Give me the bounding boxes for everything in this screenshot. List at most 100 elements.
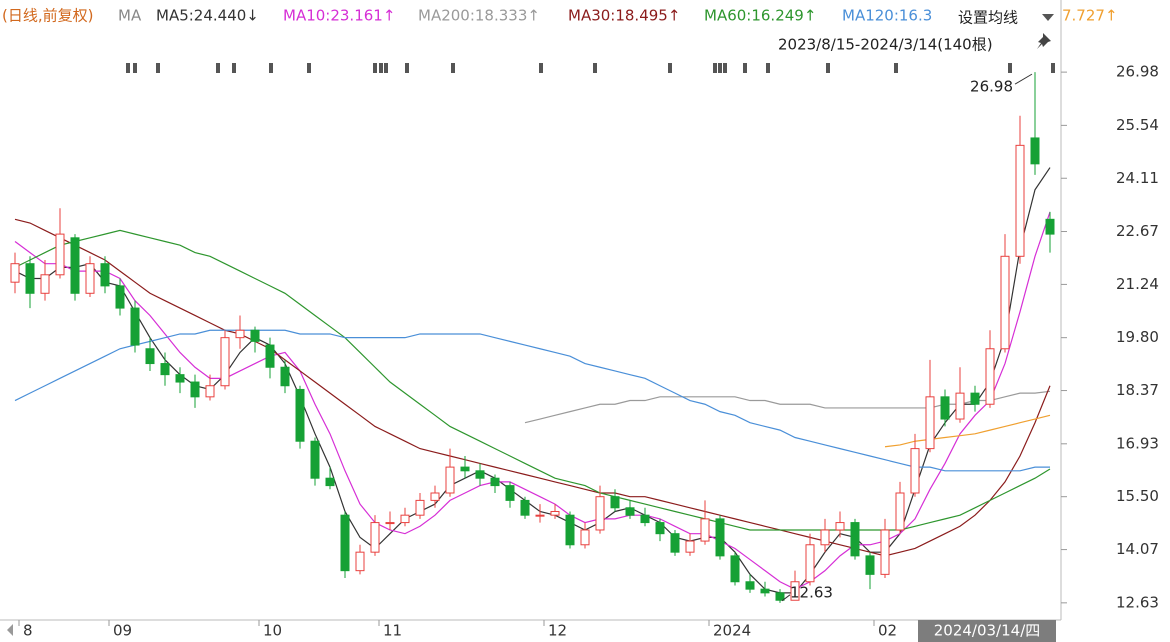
candle-body (640, 514, 650, 524)
event-marker (384, 63, 388, 73)
candle-body (190, 381, 200, 398)
candle-body (655, 522, 665, 535)
event-marker (1008, 63, 1012, 73)
event-marker (539, 63, 543, 73)
pin-icon[interactable] (1037, 33, 1051, 49)
event-marker (894, 63, 898, 73)
candle-body (820, 529, 830, 546)
event-marker (232, 63, 236, 73)
candle-body (625, 507, 635, 516)
legend-entry: MA200:18.333↑ (418, 7, 540, 25)
candle-body (775, 592, 785, 601)
candle-body (760, 588, 770, 594)
x-tick-label: 02 (878, 622, 897, 640)
x-tick-label: 2024 (713, 622, 751, 640)
candle-body (415, 499, 425, 516)
candle-body (160, 363, 170, 376)
event-marker (743, 63, 747, 73)
range-label: 2023/8/15-2024/3/14(140根) (778, 36, 993, 54)
candle-body (25, 263, 35, 294)
candle-body (355, 551, 365, 572)
candle-body (895, 492, 905, 531)
candle-body (850, 522, 860, 557)
event-marker (133, 63, 137, 73)
candle-body (340, 514, 350, 572)
candle-body (130, 307, 140, 346)
candle-body (925, 396, 935, 450)
legend-entry: MA5:24.440↓ (156, 7, 259, 25)
candle-body (730, 555, 740, 583)
plot-area: 26.98 12.63 (10, 72, 1055, 603)
candle-body (805, 544, 815, 583)
event-marker (718, 63, 722, 73)
event-marker (593, 63, 597, 73)
candle-body (790, 581, 800, 601)
candle-body (280, 366, 290, 387)
y-tick-label: 15.50 (1116, 487, 1159, 505)
low-annotation: 12.63 (790, 583, 833, 601)
y-tick-label: 18.37 (1116, 381, 1159, 399)
event-marker (373, 63, 377, 73)
scroll-left-icon[interactable] (7, 624, 13, 636)
candle-body (85, 263, 95, 294)
y-tick-label: 14.07 (1116, 540, 1159, 558)
ma-line (884, 414, 1051, 448)
candle-body (55, 233, 65, 276)
y-tick-label: 16.93 (1116, 434, 1159, 452)
candle-body (550, 510, 560, 516)
candle-body (505, 485, 515, 501)
y-tick-label: 12.63 (1116, 593, 1159, 611)
candle-body (430, 492, 440, 501)
candle-body (865, 555, 875, 575)
x-tick-label: 10 (263, 622, 282, 640)
y-tick-label: 21.24 (1116, 275, 1159, 293)
candle-body (445, 466, 455, 494)
cursor-date-bg (918, 620, 1056, 642)
event-marker (269, 63, 273, 73)
candle-body (460, 466, 470, 472)
candle-body (385, 522, 395, 525)
candle-body (670, 533, 680, 553)
candle-body (10, 263, 20, 283)
candle-body (490, 477, 500, 487)
y-tick-label: 25.54 (1116, 116, 1159, 134)
legend-entry: MA60:16.249↑ (704, 7, 816, 25)
candle-body (175, 374, 185, 383)
candle-body (145, 348, 155, 365)
event-marker (451, 63, 455, 73)
candle-body (595, 496, 605, 531)
candle-body (565, 514, 575, 546)
y-tick-label: 19.80 (1116, 328, 1159, 346)
ma-line (14, 229, 1051, 531)
event-marker (1051, 63, 1055, 73)
event-marker (713, 63, 717, 73)
candle-body (520, 499, 530, 516)
candle-body (1030, 137, 1040, 165)
candle-body (880, 529, 890, 575)
ma-settings-button[interactable]: 设置均线 (950, 2, 1062, 32)
event-marker (405, 63, 409, 73)
adjust-label: (日线,前复权) (2, 7, 93, 25)
x-tick-label: 11 (383, 622, 402, 640)
ma-line (14, 218, 1051, 557)
x-tick-label: 09 (113, 622, 132, 640)
candle-body (70, 237, 80, 294)
candle-body (940, 396, 950, 420)
candle-body (325, 477, 335, 487)
annotation-arrow (1014, 73, 1033, 85)
high-annotation: 26.98 (970, 78, 1013, 96)
event-marker (723, 63, 727, 73)
annotation-arrow (781, 594, 791, 602)
event-marker (766, 63, 770, 73)
candle-body (1015, 144, 1025, 257)
candle-body (250, 329, 260, 342)
y-tick-label: 24.11 (1116, 169, 1159, 187)
ma-line (14, 167, 1051, 594)
legend-entry: 7.727↑ (1062, 7, 1118, 25)
candle-body (610, 496, 620, 509)
candle-body (100, 263, 110, 287)
candle-body (985, 348, 995, 405)
event-marker (156, 63, 160, 73)
y-tick-label: 26.98 (1116, 63, 1159, 81)
candle-body (835, 522, 845, 531)
